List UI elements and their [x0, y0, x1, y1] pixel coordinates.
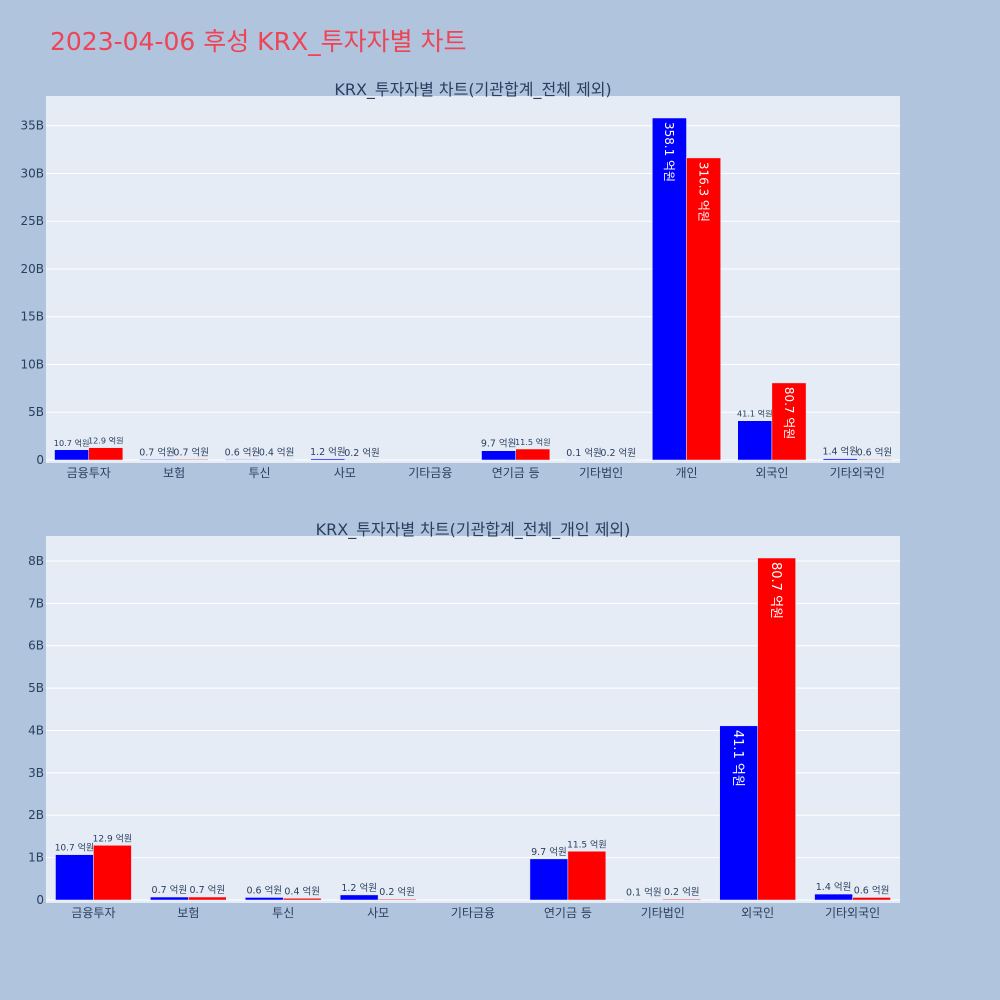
bar — [188, 896, 227, 901]
x-tick-label: 연기금 등 — [492, 466, 540, 480]
bar — [529, 858, 569, 901]
bar — [310, 458, 346, 461]
bar-value-label: 10.7 억원 — [54, 438, 90, 448]
x-tick-label: 기타금융 — [408, 466, 452, 480]
y-tick-label: 2B — [28, 808, 44, 822]
bar-value-label: 358.1 억원 — [662, 122, 676, 182]
x-tick-label: 금융투자 — [67, 466, 111, 480]
bar-value-label: 0.4 억원 — [259, 447, 295, 459]
bar — [662, 898, 701, 901]
bar-value-label: 316.3 억원 — [696, 162, 710, 222]
y-tick-label: 4B — [28, 723, 44, 737]
bar-value-label: 1.4 억원 — [822, 446, 858, 458]
bar-value-label: 10.7 억원 — [55, 842, 95, 854]
y-tick-label: 5B — [28, 405, 44, 419]
bar-value-label: 0.6 억원 — [246, 884, 282, 896]
bar-value-label: 0.1 억원 — [566, 447, 602, 459]
bar-value-label: 1.2 억원 — [341, 882, 377, 894]
x-tick-label: 보험 — [163, 466, 185, 480]
chart-2: KRX_투자자별 차트(기관합계_전체_개인 제외) 0 1B 2B 3B 4B 5B 6B 7… — [28, 520, 900, 920]
bar-value-label: 11.5 억원 — [515, 437, 551, 447]
x-tick-label: 보험 — [177, 906, 199, 920]
bar-value-label: 1.2 억원 — [310, 446, 346, 458]
bar — [852, 897, 891, 901]
bar-value-label: 0.6 억원 — [857, 446, 893, 458]
x-tick-label: 기타외국인 — [830, 466, 885, 480]
bar-value-label: 12.9 억원 — [93, 832, 133, 844]
y-tick-label: 30B — [20, 166, 44, 180]
bar-value-label: 41.1 억원 — [730, 730, 745, 787]
chart-1: KRX_투자자별 차트(기관합계_전체 제외) 0 5B 10B 15B 20B 25B 30… — [20, 80, 900, 480]
y-tick-label: 25B — [20, 214, 44, 228]
bar — [173, 459, 209, 461]
y-tick-label: 10B — [20, 357, 44, 371]
plot-area — [46, 96, 900, 463]
bar — [686, 157, 721, 461]
bar — [814, 893, 853, 901]
x-tick-label: 개인 — [675, 466, 697, 480]
chart-title: KRX_투자자별 차트(기관합계_전체 제외) — [334, 80, 611, 100]
x-tick-label: 기타외국인 — [825, 906, 880, 920]
x-tick-label: 사모 — [367, 906, 389, 920]
y-tick-label: 8B — [28, 554, 44, 568]
bar — [567, 851, 607, 901]
y-tick-label: 35B — [20, 119, 44, 133]
bar — [757, 557, 796, 901]
bar-value-label: 0.7 억원 — [190, 884, 226, 896]
bar-value-label: 80.7 억원 — [768, 562, 783, 619]
bar — [245, 897, 284, 901]
y-tick-label: 5B — [28, 681, 44, 695]
bar-value-label: 0.1 억원 — [626, 887, 662, 899]
x-tick-label: 금융투자 — [71, 906, 115, 920]
x-tick-label: 기타법인 — [579, 466, 623, 480]
bar — [515, 448, 551, 461]
bar-value-label: 12.9 억원 — [88, 436, 124, 446]
bar-value-label: 0.6 억원 — [225, 446, 261, 458]
x-tick-label: 투신 — [248, 466, 270, 480]
chart-title: KRX_투자자별 차트(기관합계_전체_개인 제외) — [316, 520, 631, 540]
bar — [55, 854, 94, 901]
y-tick-label: 3B — [28, 766, 44, 780]
x-tick-label: 기타금융 — [451, 906, 495, 920]
x-tick-label: 투신 — [272, 906, 294, 920]
bar-value-label: 0.2 억원 — [600, 447, 636, 459]
x-tick-label: 기타법인 — [641, 906, 685, 920]
y-tick-label: 6B — [28, 639, 44, 653]
bar-value-label: 9.7 억원 — [531, 846, 567, 858]
y-tick-label: 20B — [20, 262, 44, 276]
bar-value-label: 0.2 억원 — [344, 447, 380, 459]
bar-value-label: 0.4 억원 — [284, 885, 320, 897]
x-tick-label: 사모 — [334, 466, 356, 480]
bar — [771, 382, 807, 461]
bar — [339, 894, 379, 901]
y-tick-label: 1B — [28, 851, 44, 865]
bar-value-label: 0.6 억원 — [854, 884, 890, 896]
bar — [282, 898, 322, 901]
x-tick-label: 연기금 등 — [544, 906, 592, 920]
bar-value-label: 0.2 억원 — [379, 886, 415, 898]
bar — [88, 447, 124, 461]
bar-value-label: 80.7 억원 — [782, 387, 796, 439]
bar — [719, 725, 758, 901]
bar-value-label: 41.1 억원 — [737, 409, 773, 419]
x-tick-label: 외국인 — [741, 906, 774, 920]
bar — [93, 845, 132, 901]
bar-value-label: 11.5 억원 — [567, 838, 607, 850]
bar-value-label: 1.4 억원 — [816, 881, 852, 893]
y-tick-label: 0 — [36, 893, 44, 907]
y-tick-label: 15B — [20, 310, 44, 324]
x-tick-label: 외국인 — [755, 466, 788, 480]
bar-value-label: 0.7 억원 — [139, 446, 175, 458]
bar-value-label: 0.7 억원 — [173, 446, 209, 458]
bar — [377, 898, 417, 901]
y-tick-label: 7B — [28, 596, 44, 610]
y-tick-label: 0 — [36, 453, 44, 467]
bar — [652, 117, 687, 461]
bar-value-label: 9.7 억원 — [481, 438, 517, 450]
page-title: 2023-04-06 후성 KRX_투자자별 차트 — [50, 27, 467, 56]
bar — [150, 896, 189, 901]
bar-value-label: 0.7 억원 — [152, 884, 188, 896]
bar — [857, 459, 892, 461]
bar-value-label: 0.2 억원 — [664, 886, 700, 898]
